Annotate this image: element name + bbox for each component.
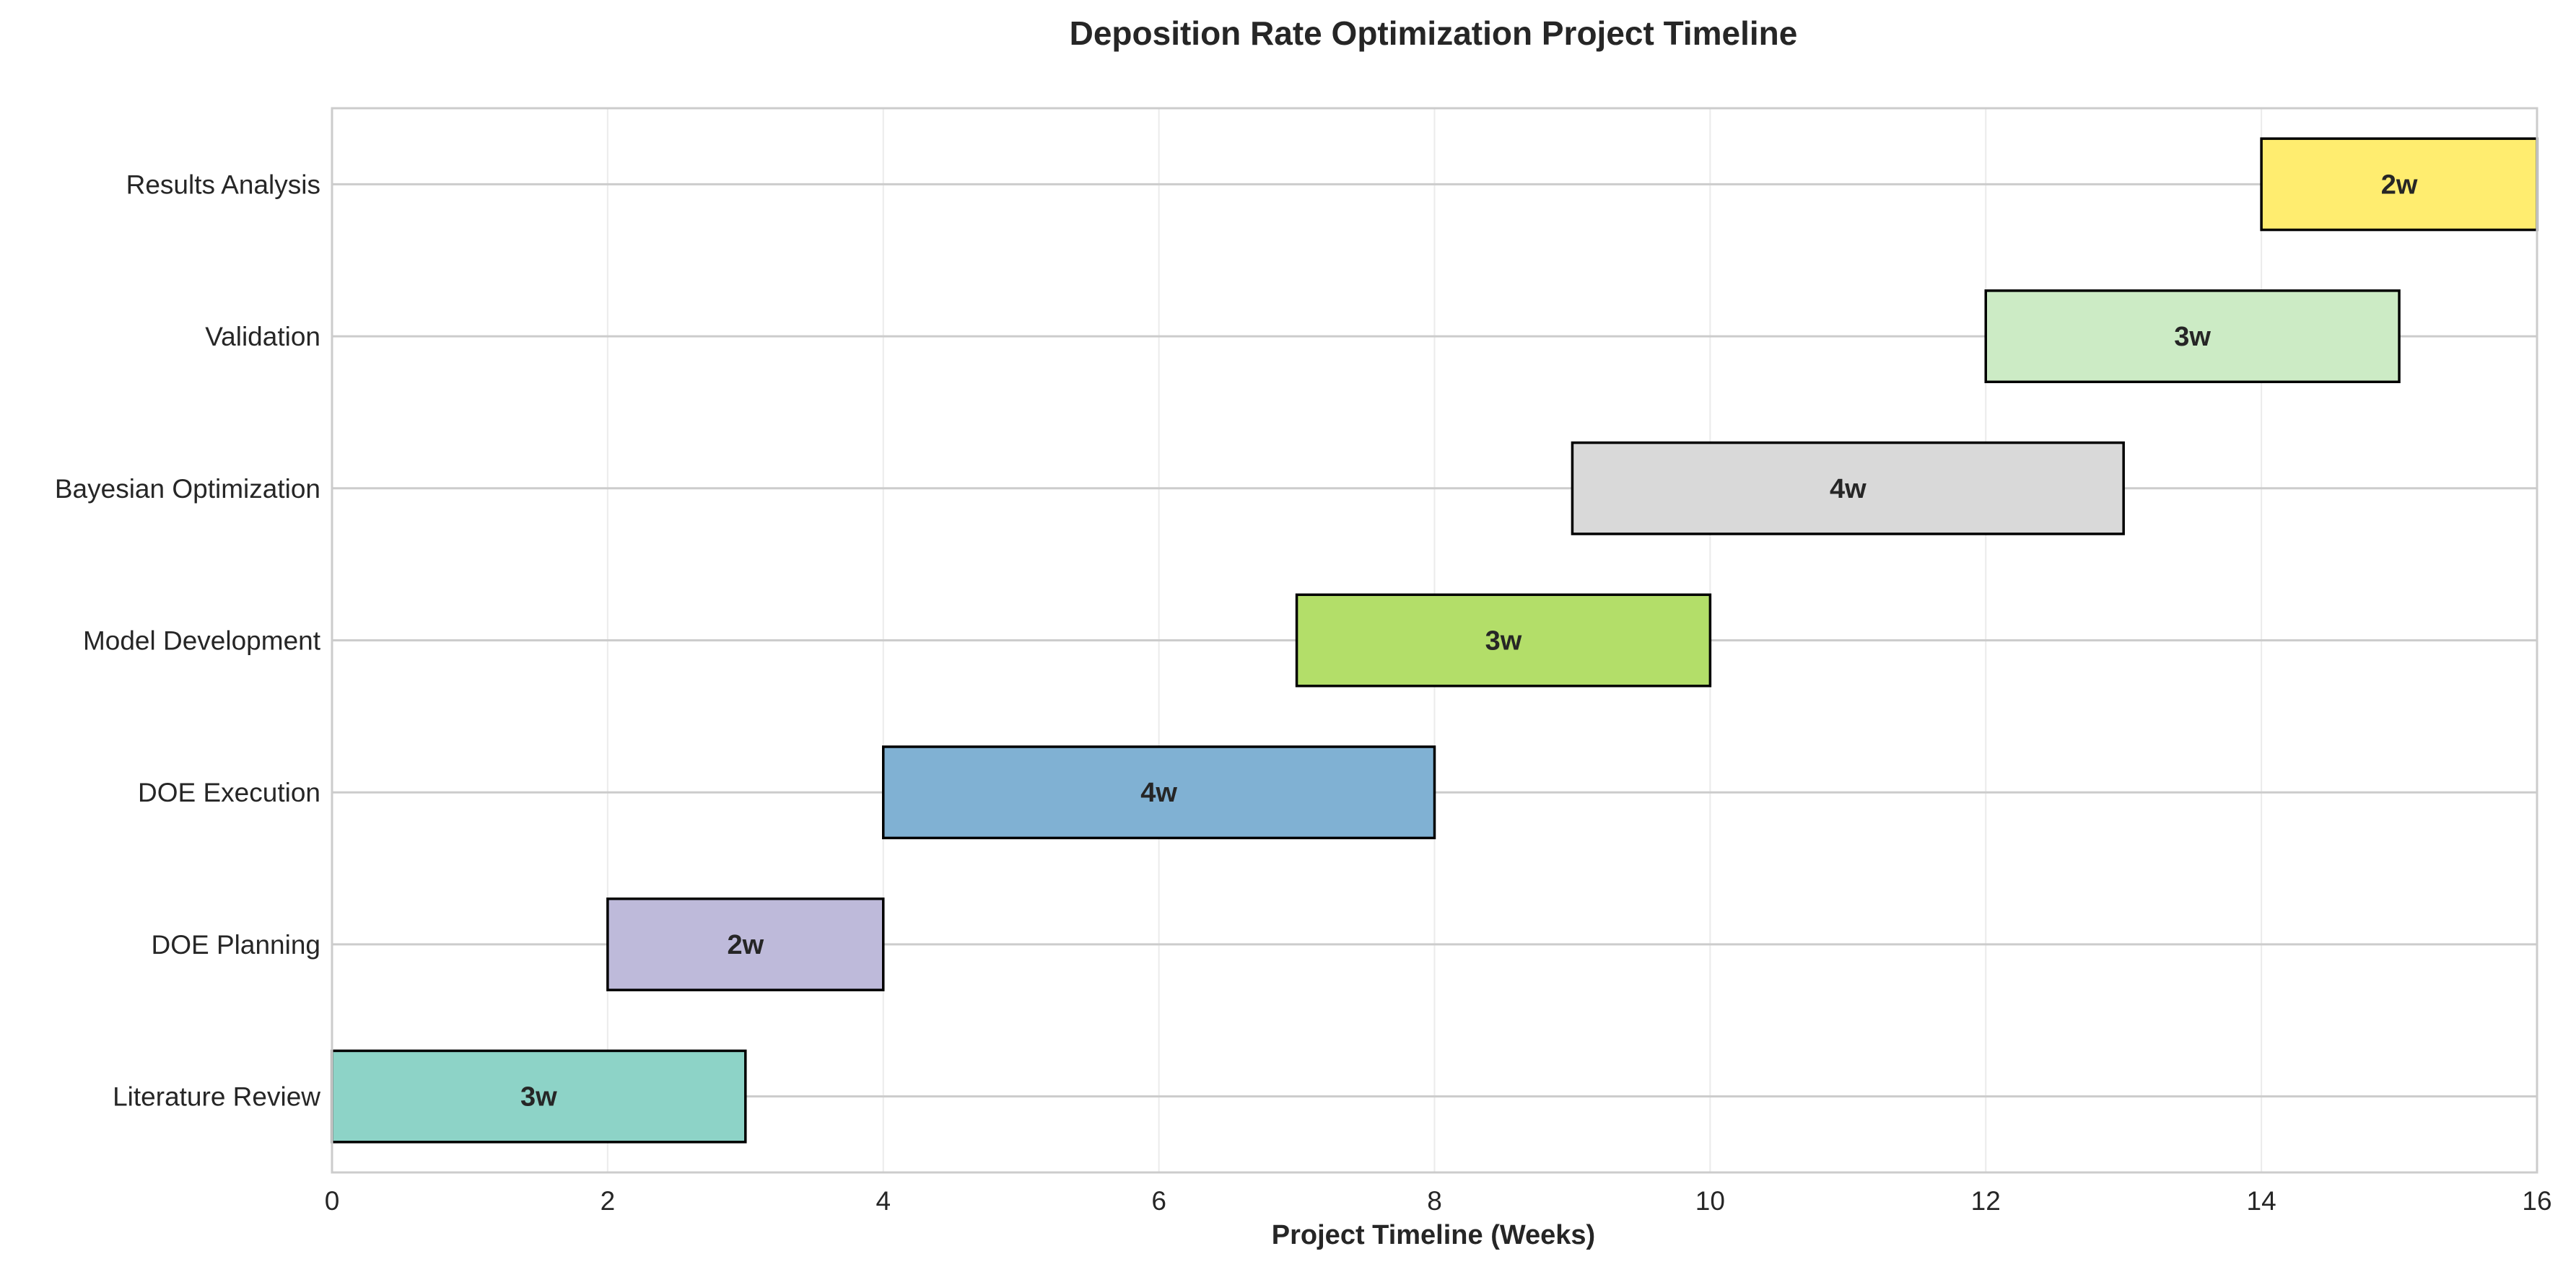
y-tick-label-results-analysis: Results Analysis [126,170,320,199]
y-tick-label-model-development: Model Development [83,626,321,656]
chart-title: Deposition Rate Optimization Project Tim… [1070,14,1798,52]
x-tick-labels: 0 2 4 6 8 10 12 14 16 [325,1186,2552,1216]
y-tick-label-doe-planning: DOE Planning [152,930,320,960]
y-tick-label-validation: Validation [205,322,320,351]
x-tick-label: 16 [2522,1186,2551,1216]
x-tick-label: 2 [601,1186,616,1216]
y-tick-label-literature-review: Literature Review [113,1082,320,1112]
bar-bayesian-optimization [1571,441,2125,535]
x-tick-label: 8 [1427,1186,1442,1216]
task-bars: 3w 2w 4w 3w 4w 3w 2w [331,137,2538,1144]
x-tick-label: 6 [1151,1186,1166,1216]
bar-label-model-development: 3w [1485,626,1522,657]
x-tick-label: 0 [325,1186,340,1216]
x-tick-label: 10 [1695,1186,1725,1216]
bar-label-bayesian-optimization: 4w [1830,474,1866,504]
x-tick-label: 4 [876,1186,891,1216]
bar-label-doe-planning: 2w [727,930,764,960]
bar-doe-execution [882,745,1436,840]
y-tick-label-bayesian-optimization: Bayesian Optimization [55,474,320,504]
y-tick-label-doe-execution: DOE Execution [138,778,320,807]
x-tick-label: 12 [1971,1186,2001,1216]
bar-results-analysis [2260,137,2538,232]
bar-label-literature-review: 3w [520,1082,557,1113]
bar-model-development [1295,593,1712,688]
x-tick-label: 14 [2247,1186,2276,1216]
bar-doe-planning [606,897,885,991]
bar-validation [1984,289,2401,384]
bar-literature-review [331,1049,747,1144]
plot-frame [331,107,2538,1174]
bar-label-results-analysis: 2w [2381,170,2418,200]
x-axis-label: Project Timeline (Weeks) [1272,1220,1595,1250]
bar-label-doe-execution: 4w [1140,778,1177,808]
bar-label-validation: 3w [2174,322,2211,352]
y-tick-labels: Literature Review DOE Planning DOE Executi… [55,170,321,1111]
